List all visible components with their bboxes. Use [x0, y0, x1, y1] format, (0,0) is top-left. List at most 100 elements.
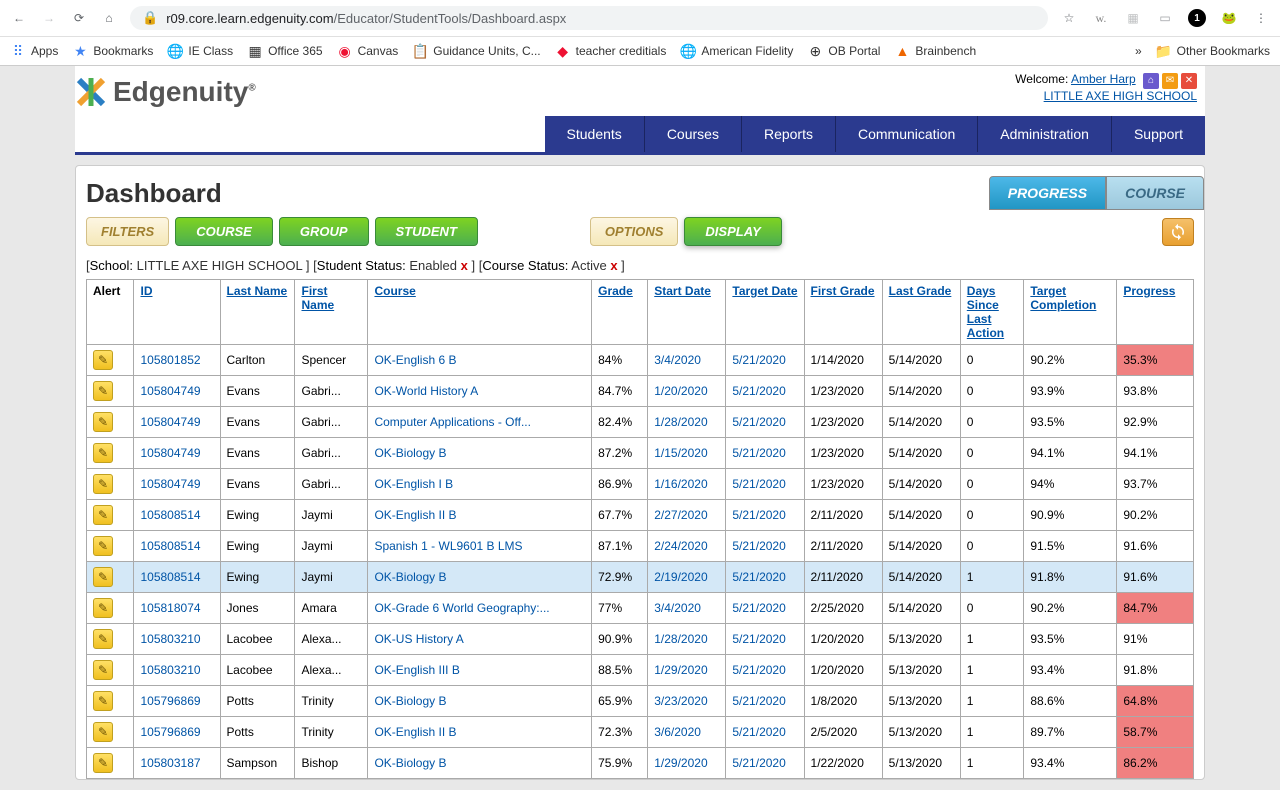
- table-cell[interactable]: OK-Grade 6 World Geography:...: [368, 593, 592, 624]
- col-header[interactable]: Course: [368, 280, 592, 345]
- refresh-button[interactable]: [1162, 218, 1194, 246]
- table-cell[interactable]: 2/27/2020: [648, 500, 726, 531]
- table-cell[interactable]: 1/20/2020: [648, 376, 726, 407]
- edit-icon[interactable]: ✎: [93, 381, 113, 401]
- filter-remove[interactable]: x: [610, 258, 617, 273]
- table-cell[interactable]: 1/29/2020: [648, 748, 726, 779]
- bm-other[interactable]: 📁Other Bookmarks: [1156, 43, 1270, 59]
- table-cell[interactable]: 105803210: [134, 655, 220, 686]
- table-cell[interactable]: 1/28/2020: [648, 407, 726, 438]
- table-cell[interactable]: 105804749: [134, 469, 220, 500]
- back-icon[interactable]: ←: [10, 9, 28, 27]
- logo[interactable]: Edgenuity®: [75, 68, 256, 116]
- nav-administration[interactable]: Administration: [978, 116, 1112, 152]
- table-cell[interactable]: 105796869: [134, 717, 220, 748]
- bm-brainbench[interactable]: ▲Brainbench: [894, 43, 976, 59]
- table-cell[interactable]: OK-English II B: [368, 717, 592, 748]
- table-cell[interactable]: OK-English II B: [368, 500, 592, 531]
- ext2-icon[interactable]: ▦: [1124, 9, 1142, 27]
- table-cell[interactable]: Spanish 1 - WL9601 B LMS: [368, 531, 592, 562]
- col-header[interactable]: Grade: [592, 280, 648, 345]
- menu-icon[interactable]: ⋮: [1252, 9, 1270, 27]
- table-cell[interactable]: 1/28/2020: [648, 624, 726, 655]
- nav-courses[interactable]: Courses: [645, 116, 742, 152]
- edit-icon[interactable]: ✎: [93, 753, 113, 773]
- table-cell[interactable]: 5/21/2020: [726, 562, 804, 593]
- col-header[interactable]: Last Grade: [882, 280, 960, 345]
- table-cell[interactable]: 3/4/2020: [648, 593, 726, 624]
- table-cell[interactable]: 5/21/2020: [726, 593, 804, 624]
- bm-apps[interactable]: ⠿Apps: [10, 43, 58, 59]
- edit-icon[interactable]: ✎: [93, 350, 113, 370]
- table-cell[interactable]: 105808514: [134, 531, 220, 562]
- table-cell[interactable]: OK-US History A: [368, 624, 592, 655]
- edit-icon[interactable]: ✎: [93, 567, 113, 587]
- table-cell[interactable]: 5/21/2020: [726, 438, 804, 469]
- star-icon[interactable]: ☆: [1060, 9, 1078, 27]
- table-cell[interactable]: 105803210: [134, 624, 220, 655]
- table-cell[interactable]: OK-World History A: [368, 376, 592, 407]
- table-cell[interactable]: 5/21/2020: [726, 686, 804, 717]
- table-cell[interactable]: OK-English 6 B: [368, 345, 592, 376]
- table-cell[interactable]: 105803187: [134, 748, 220, 779]
- table-cell[interactable]: OK-Biology B: [368, 562, 592, 593]
- table-cell[interactable]: 105808514: [134, 562, 220, 593]
- ext3-icon[interactable]: ▭: [1156, 9, 1174, 27]
- nav-communication[interactable]: Communication: [836, 116, 978, 152]
- table-cell[interactable]: OK-English III B: [368, 655, 592, 686]
- home-button-icon[interactable]: ⌂: [1143, 73, 1159, 89]
- table-cell[interactable]: 5/21/2020: [726, 655, 804, 686]
- table-cell[interactable]: 5/21/2020: [726, 345, 804, 376]
- display-button[interactable]: DISPLAY: [684, 217, 781, 246]
- bm-obportal[interactable]: ⊕OB Portal: [807, 43, 880, 59]
- table-cell[interactable]: 5/21/2020: [726, 500, 804, 531]
- bm-ieclass[interactable]: 🌐IE Class: [167, 43, 233, 59]
- school-link[interactable]: LITTLE AXE HIGH SCHOOL: [1044, 89, 1197, 103]
- edit-icon[interactable]: ✎: [93, 443, 113, 463]
- filter-remove[interactable]: x: [461, 258, 468, 273]
- profile-icon[interactable]: 1: [1188, 9, 1206, 27]
- table-cell[interactable]: 2/19/2020: [648, 562, 726, 593]
- col-header[interactable]: First Grade: [804, 280, 882, 345]
- table-cell[interactable]: 105804749: [134, 407, 220, 438]
- ext-icon[interactable]: w.: [1092, 9, 1110, 27]
- col-header[interactable]: Days Since Last Action: [960, 280, 1024, 345]
- options-label[interactable]: OPTIONS: [590, 217, 679, 246]
- table-cell[interactable]: 5/21/2020: [726, 624, 804, 655]
- col-header[interactable]: Start Date: [648, 280, 726, 345]
- table-cell[interactable]: 2/24/2020: [648, 531, 726, 562]
- table-cell[interactable]: 105818074: [134, 593, 220, 624]
- col-header[interactable]: Progress: [1117, 280, 1194, 345]
- edit-icon[interactable]: ✎: [93, 474, 113, 494]
- edit-icon[interactable]: ✎: [93, 660, 113, 680]
- bm-amfid[interactable]: 🌐American Fidelity: [680, 43, 793, 59]
- logout-button-icon[interactable]: ✕: [1181, 73, 1197, 89]
- nav-reports[interactable]: Reports: [742, 116, 836, 152]
- ext4-icon[interactable]: 🐸: [1220, 9, 1238, 27]
- table-cell[interactable]: 105801852: [134, 345, 220, 376]
- table-cell[interactable]: OK-Biology B: [368, 438, 592, 469]
- bm-guidance[interactable]: 📋Guidance Units, C...: [412, 43, 540, 59]
- col-header[interactable]: Last Name: [220, 280, 295, 345]
- col-header[interactable]: First Name: [295, 280, 368, 345]
- url-bar[interactable]: 🔒 r09.core.learn.edgenuity.com/Educator/…: [130, 6, 1048, 30]
- table-cell[interactable]: 5/21/2020: [726, 469, 804, 500]
- table-cell[interactable]: 5/21/2020: [726, 531, 804, 562]
- home-icon[interactable]: ⌂: [100, 9, 118, 27]
- edit-icon[interactable]: ✎: [93, 691, 113, 711]
- table-cell[interactable]: 105796869: [134, 686, 220, 717]
- table-cell[interactable]: 5/21/2020: [726, 376, 804, 407]
- table-cell[interactable]: OK-English I B: [368, 469, 592, 500]
- table-cell[interactable]: 3/6/2020: [648, 717, 726, 748]
- reload-icon[interactable]: ⟳: [70, 9, 88, 27]
- col-header[interactable]: Target Completion: [1024, 280, 1117, 345]
- forward-icon[interactable]: →: [40, 9, 58, 27]
- col-header[interactable]: Target Date: [726, 280, 804, 345]
- edit-icon[interactable]: ✎: [93, 536, 113, 556]
- mail-button-icon[interactable]: ✉: [1162, 73, 1178, 89]
- table-cell[interactable]: 1/16/2020: [648, 469, 726, 500]
- bm-bookmarks[interactable]: ★Bookmarks: [72, 43, 153, 59]
- filter-course-button[interactable]: COURSE: [175, 217, 273, 246]
- nav-support[interactable]: Support: [1112, 116, 1205, 152]
- table-cell[interactable]: 1/29/2020: [648, 655, 726, 686]
